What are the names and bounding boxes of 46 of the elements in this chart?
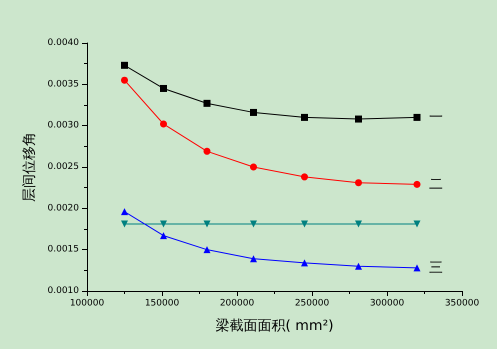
series-label: 三: [429, 260, 443, 276]
series-label: 一: [429, 109, 443, 126]
y-tick-label: 0.0010: [48, 286, 80, 296]
point: [414, 180, 420, 188]
point: [250, 220, 257, 228]
y-tick-label: 0.0035: [48, 79, 79, 90]
point: [204, 220, 210, 228]
point: [121, 220, 128, 228]
point: [160, 232, 167, 240]
x-tick-label: 300000: [370, 298, 404, 308]
point: [355, 262, 362, 270]
y-tick-label: 0.0015: [48, 244, 79, 255]
x-tick-label: 150000: [144, 298, 180, 308]
point: [414, 114, 420, 121]
x-tick-label: 200000: [220, 298, 254, 308]
x-tick-label: 100000: [70, 298, 104, 308]
y-tick-label: 0.0025: [48, 162, 79, 172]
series-label: 二: [429, 176, 443, 192]
x-axis-title: 梁截面面积( mm²): [215, 318, 334, 334]
point: [355, 179, 362, 186]
point: [121, 208, 128, 216]
point: [204, 148, 210, 155]
y-tick-label: 0.0030: [48, 120, 80, 131]
y-tick-label: 0.0020: [48, 203, 80, 214]
point: [160, 120, 167, 128]
point: [414, 264, 420, 272]
point: [414, 220, 420, 228]
point: [250, 255, 257, 262]
point: [121, 62, 128, 69]
point: [204, 100, 210, 107]
point: [301, 173, 308, 180]
point: [355, 116, 362, 123]
x-tick-label: 250000: [294, 298, 330, 308]
y-axis-title: 层间位移角: [22, 132, 38, 202]
point: [160, 84, 167, 92]
point: [355, 220, 362, 228]
y-tick-label: 0.0040: [48, 38, 80, 48]
point: [160, 220, 167, 228]
point: [301, 259, 308, 266]
point: [301, 114, 308, 121]
point: [301, 220, 308, 228]
point: [204, 246, 210, 254]
point: [121, 76, 128, 84]
x-tick-label: 350000: [444, 298, 480, 308]
point: [250, 108, 257, 116]
point: [250, 164, 257, 170]
